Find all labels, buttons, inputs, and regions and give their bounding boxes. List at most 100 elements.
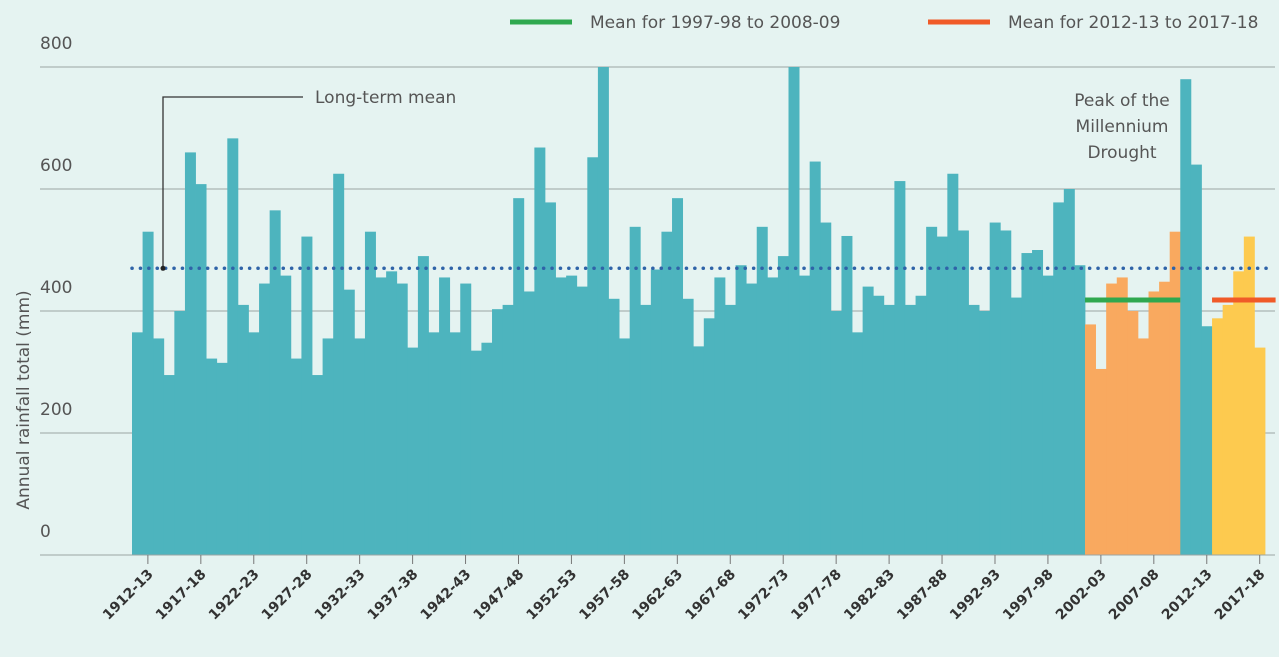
bar	[354, 338, 366, 555]
bar	[894, 181, 906, 555]
bar	[534, 147, 546, 555]
annotation: Millennium	[1076, 117, 1169, 137]
legend-label: Mean for 2012-13 to 2017-18	[1008, 13, 1258, 33]
bar	[703, 318, 715, 555]
bar	[1190, 164, 1202, 555]
bar	[153, 338, 165, 555]
bar	[566, 275, 578, 555]
bar	[989, 222, 1001, 556]
bar	[460, 283, 472, 555]
legend-label: Mean for 1997-98 to 2008-09	[590, 13, 840, 33]
bar	[1212, 318, 1224, 555]
bar	[1010, 297, 1022, 555]
bar	[820, 222, 832, 556]
bar	[830, 311, 842, 555]
annotation: Peak of the	[1074, 91, 1169, 111]
bar	[767, 277, 779, 555]
leader-dot	[160, 265, 166, 271]
reference-label: Long-term mean	[315, 88, 456, 108]
bar	[216, 362, 228, 555]
bar	[492, 309, 504, 555]
bar	[915, 295, 927, 555]
bar	[259, 283, 271, 555]
bar	[619, 338, 631, 555]
bar	[788, 67, 800, 555]
bar	[195, 184, 207, 555]
bar	[417, 256, 429, 555]
bar	[629, 226, 641, 555]
bar	[576, 286, 588, 555]
bar	[163, 375, 175, 555]
bar	[968, 304, 980, 555]
bar	[227, 138, 239, 555]
bar	[1000, 230, 1012, 556]
bar	[608, 298, 620, 555]
bar	[555, 277, 567, 555]
bar	[375, 277, 387, 555]
bar	[206, 358, 218, 555]
bar	[290, 358, 302, 555]
bar	[1095, 368, 1107, 555]
bar	[142, 231, 154, 555]
bar	[523, 291, 535, 555]
bar	[1137, 338, 1149, 555]
bar	[735, 265, 747, 555]
bar	[979, 311, 991, 555]
bar	[714, 277, 726, 555]
bar	[1074, 265, 1086, 555]
bar	[799, 275, 811, 555]
bar	[957, 230, 969, 556]
bar	[904, 304, 916, 555]
y-tick-label: 800	[40, 34, 72, 54]
bar	[1180, 79, 1192, 555]
y-axis-label: Annual rainfall total (mm)	[14, 290, 34, 509]
bar	[1021, 253, 1033, 556]
bar	[724, 304, 736, 555]
y-tick-label: 200	[40, 400, 72, 420]
bar	[1233, 271, 1245, 555]
bar	[936, 236, 948, 555]
bar	[947, 173, 959, 555]
bar	[322, 338, 334, 555]
bar	[661, 231, 673, 555]
bar	[1116, 277, 1128, 555]
bar	[481, 342, 493, 555]
bar	[343, 289, 355, 555]
bar	[132, 332, 143, 555]
bar	[502, 304, 514, 555]
bar	[248, 332, 260, 555]
bar	[407, 347, 419, 555]
y-tick-label: 600	[40, 156, 72, 176]
bar	[650, 269, 662, 555]
bar	[1169, 231, 1181, 555]
bar	[852, 332, 864, 555]
bar	[184, 152, 196, 555]
bar	[640, 304, 652, 555]
bar	[1243, 236, 1255, 555]
bar	[449, 332, 461, 555]
bar	[873, 295, 885, 555]
bar	[1148, 291, 1160, 555]
bar	[544, 202, 556, 556]
bar	[682, 298, 694, 555]
bar	[1106, 283, 1118, 555]
bar	[926, 226, 938, 555]
bar	[1084, 324, 1096, 555]
bar	[746, 283, 758, 555]
bar	[1032, 250, 1044, 555]
y-tick-label: 400	[40, 278, 72, 298]
bar	[269, 210, 281, 555]
leader-line	[162, 96, 303, 269]
bar	[1254, 347, 1266, 555]
bar	[428, 332, 440, 555]
bar	[597, 67, 609, 555]
bar	[470, 350, 482, 555]
bar	[280, 275, 292, 555]
bar	[809, 161, 821, 556]
bar	[333, 173, 345, 555]
bar	[237, 304, 249, 555]
bar	[301, 236, 313, 555]
y-tick-label: 0	[40, 522, 51, 542]
bar	[1042, 275, 1054, 555]
